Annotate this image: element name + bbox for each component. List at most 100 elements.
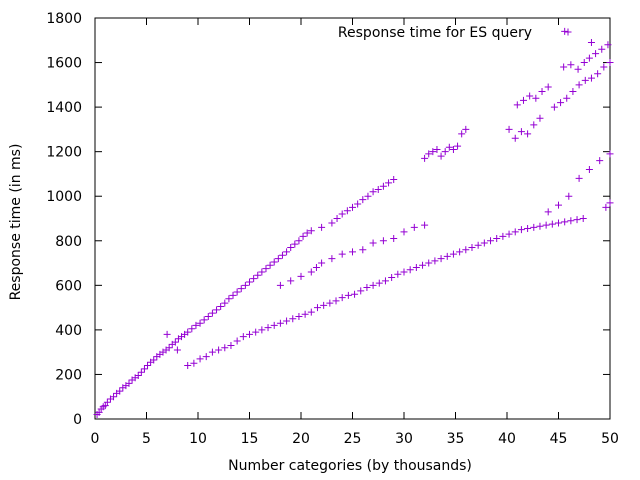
data-point <box>598 45 606 53</box>
data-point <box>458 130 466 138</box>
data-point <box>165 344 173 352</box>
data-point <box>264 324 272 332</box>
data-point <box>421 221 429 229</box>
data-point <box>287 277 295 285</box>
y-tick-label: 400 <box>55 323 82 339</box>
data-point <box>456 248 464 256</box>
plot-border <box>94 17 611 420</box>
data-point <box>250 275 258 283</box>
data-point <box>184 362 192 370</box>
data-point <box>221 299 229 307</box>
data-point <box>563 94 571 102</box>
data-point <box>204 313 212 321</box>
data-point <box>270 321 278 329</box>
data-point <box>233 288 241 296</box>
x-tick-label: 5 <box>142 431 151 447</box>
x-tick-label: 30 <box>395 431 413 447</box>
data-point <box>237 285 245 293</box>
data-point <box>441 148 449 156</box>
data-point <box>208 309 216 317</box>
data-point <box>379 237 387 245</box>
data-point <box>359 246 367 254</box>
x-tick-label: 25 <box>344 431 362 447</box>
data-point <box>116 387 124 395</box>
y-tick-label: 1200 <box>46 145 82 161</box>
data-point <box>560 63 568 71</box>
data-point <box>233 337 241 345</box>
data-point <box>462 246 470 254</box>
data-point <box>357 287 365 295</box>
data-point <box>585 165 593 173</box>
x-tick-label: 15 <box>241 431 259 447</box>
data-point <box>301 310 309 318</box>
legend-marker <box>564 28 572 36</box>
data-point <box>517 128 525 136</box>
data-point <box>110 393 118 401</box>
data-point <box>278 251 286 259</box>
data-point <box>513 101 521 109</box>
x-tick-label: 40 <box>498 431 516 447</box>
data-point <box>390 176 398 184</box>
data-point <box>215 346 223 354</box>
data-point <box>587 39 595 47</box>
data-point <box>419 261 427 269</box>
data-point <box>381 277 389 285</box>
data-point <box>258 268 266 276</box>
data-point <box>338 210 346 218</box>
data-point <box>217 302 225 310</box>
data-point <box>307 227 315 235</box>
data-point <box>375 279 383 287</box>
data-point <box>295 237 303 245</box>
data-point <box>313 304 321 312</box>
data-point <box>173 346 181 354</box>
data-point <box>548 220 556 228</box>
data-point <box>221 344 229 352</box>
data-point <box>190 359 198 367</box>
data-point <box>338 250 346 258</box>
data-point <box>532 94 540 102</box>
data-point <box>295 313 303 321</box>
data-point <box>225 295 233 303</box>
data-point <box>462 125 470 133</box>
data-point <box>388 274 396 282</box>
data-point <box>229 291 237 299</box>
data-point <box>606 59 614 67</box>
data-point <box>565 192 573 200</box>
data-point <box>276 281 284 289</box>
data-point <box>213 306 221 314</box>
data-point <box>266 261 274 269</box>
data-point <box>445 143 453 151</box>
data-point <box>287 243 295 251</box>
data-point <box>283 317 291 325</box>
data-point <box>600 63 608 71</box>
data-point <box>505 125 513 133</box>
data-point <box>499 232 507 240</box>
data-point <box>354 200 362 208</box>
data-point <box>536 222 544 230</box>
data-point <box>333 215 341 222</box>
data-point <box>431 257 439 265</box>
data-point <box>270 258 278 266</box>
data-point <box>192 321 200 329</box>
data-point <box>163 330 171 338</box>
data-point <box>239 333 247 341</box>
data-point <box>542 221 550 229</box>
data-point <box>303 229 311 237</box>
data-point <box>567 217 575 225</box>
data-point <box>196 355 204 363</box>
data-point <box>297 272 305 280</box>
data-point <box>318 223 326 231</box>
x-axis-ticks: 0 5 10 15 20 25 30 35 40 45 50 <box>91 18 619 447</box>
data-point <box>246 330 253 338</box>
data-point <box>538 88 546 96</box>
data-point <box>511 228 519 236</box>
data-point <box>254 271 262 279</box>
y-tick-label: 1000 <box>46 189 82 205</box>
data-point <box>359 196 367 204</box>
data-point <box>561 218 569 226</box>
data-point <box>307 308 315 316</box>
legend-marker-symbol <box>564 28 572 36</box>
data-point <box>449 145 457 153</box>
data-point <box>349 203 356 211</box>
